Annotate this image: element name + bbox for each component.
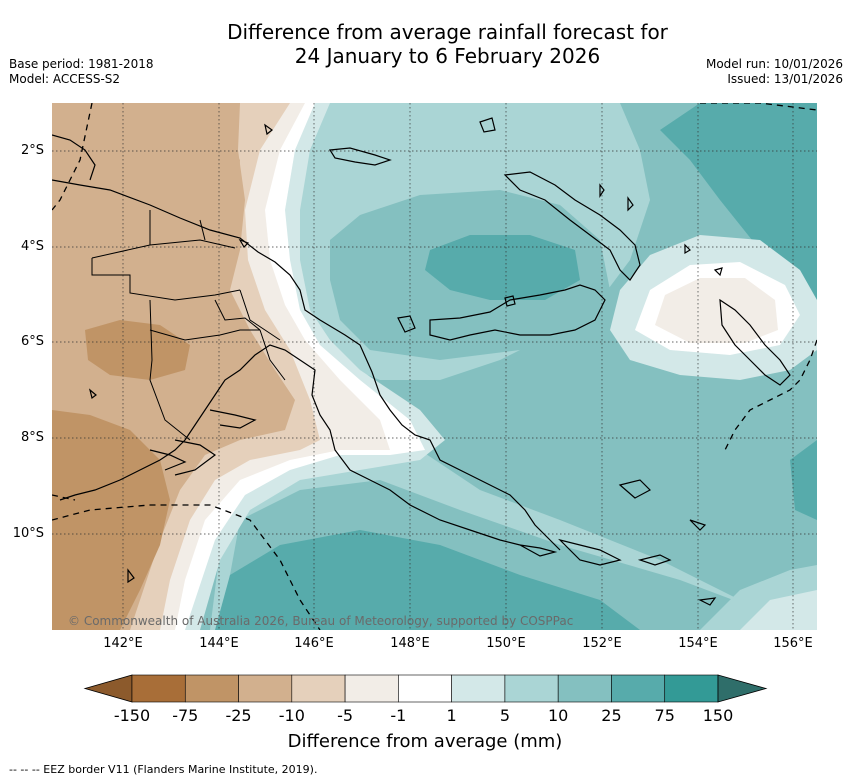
colorbar-tick-label: 5 — [499, 706, 510, 725]
colorbar-tick-label: -10 — [278, 706, 305, 725]
colorbar-swatch — [451, 674, 506, 703]
colorbar-swatch — [557, 674, 612, 703]
colorbar-tick-label: 10 — [547, 706, 569, 725]
colorbar-tick-label: -5 — [337, 706, 354, 725]
islands-east — [618, 479, 717, 606]
field-dry-2-west-mid — [85, 320, 190, 380]
model-name: Model: ACCESS-S2 — [9, 72, 121, 86]
png-border — [149, 299, 191, 441]
base-period: Base period: 1981-2018 — [9, 57, 154, 71]
colorbar-tick-label: 25 — [601, 706, 622, 725]
colorbar-arrow-high — [717, 674, 768, 703]
eez-sw-2 — [52, 494, 76, 501]
issued-date: Issued: 13/01/2026 — [727, 72, 843, 86]
colorbar-swatch — [238, 674, 293, 703]
lat-label-10s: 10°S — [12, 526, 44, 541]
province-border-3 — [149, 210, 206, 245]
lon-label-144e: 144°E — [199, 636, 239, 651]
province-border-1 — [91, 239, 281, 341]
lon-label-142e: 142°E — [103, 636, 143, 651]
colorbar-swatch — [611, 674, 666, 703]
field-wet-3-south — [215, 530, 640, 630]
colorbar-tick-label: -25 — [225, 706, 252, 725]
west-islets — [88, 123, 273, 584]
copyright-notice: © Commonwealth of Australia 2026, Bureau… — [68, 614, 574, 628]
colorbar-swatch — [291, 674, 346, 703]
colorbar-tick-label: 150 — [702, 706, 734, 725]
colorbar-tick-label: -75 — [172, 706, 199, 725]
lon-label-156e: 156°E — [773, 636, 813, 651]
colorbar-swatch — [664, 674, 719, 703]
chart-title: Difference from average rainfall forecas… — [0, 20, 850, 68]
south-coast-inlets — [149, 409, 257, 476]
province-border-2 — [149, 299, 286, 381]
eez-borders — [52, 103, 817, 630]
model-run: Model run: 10/01/2026 — [705, 57, 843, 71]
colorbar-tick-label: 1 — [446, 706, 457, 725]
colorbar-swatch — [398, 674, 452, 703]
title-line-2: 24 January to 6 February 2026 — [294, 44, 601, 68]
eez-southwest — [52, 504, 321, 630]
colorbar-swatch — [344, 674, 399, 703]
title-line-1: Difference from average rainfall forecas… — [227, 20, 668, 44]
field-near-dry-ne — [655, 278, 778, 343]
lon-label-146e: 146°E — [294, 636, 334, 651]
meta-right: Model run: 10/01/2026 Issued: 13/01/2026 — [706, 57, 843, 87]
new-britain — [429, 284, 606, 341]
eez-west — [52, 103, 93, 211]
colorbar-title: Difference from average (mm) — [287, 731, 563, 752]
field-wet-3-east — [790, 440, 817, 520]
colorbar-tick-label: -150 — [113, 706, 151, 725]
lon-label-150e: 150°E — [486, 636, 526, 651]
colorbar-arrow-low — [83, 674, 133, 703]
lon-label-154e: 154°E — [678, 636, 718, 651]
nw-coast — [52, 134, 96, 181]
north-islets — [479, 117, 723, 277]
new-guinea-coast — [52, 179, 561, 551]
lat-label-4s: 4°S — [20, 239, 44, 254]
map-fill-layer — [52, 103, 817, 630]
lon-label-148e: 148°E — [390, 636, 430, 651]
field-wet-3-center — [425, 235, 580, 300]
meta-left: Base period: 1981-2018 Model: ACCESS-S2 — [9, 57, 154, 87]
field-dry-2-west-south — [52, 410, 170, 630]
colorbar-swatch — [184, 674, 239, 703]
borders — [91, 210, 286, 441]
colorbar-swatch — [504, 674, 559, 703]
lat-label-8s: 8°S — [20, 430, 44, 445]
lat-label-6s: 6°S — [20, 334, 44, 349]
eez-note: -- -- -- EEZ border V11 (Flanders Marine… — [9, 763, 318, 776]
colorbar-tick-label: 75 — [654, 706, 675, 725]
bougainville — [719, 298, 791, 386]
colorbar-tick-label: -1 — [390, 706, 407, 725]
lat-label-2s: 2°S — [20, 143, 44, 158]
islands-central — [397, 295, 516, 333]
coastlines — [52, 117, 791, 606]
new-ireland — [503, 171, 641, 281]
manus-island — [328, 147, 392, 166]
graticule — [52, 103, 817, 630]
field-dry-1-nw — [52, 103, 110, 210]
field-wet-0-se — [740, 590, 817, 630]
colorbar-swatch — [131, 674, 186, 703]
eez-east — [724, 339, 817, 451]
lon-label-152e: 152°E — [582, 636, 622, 651]
islands-southeast — [519, 538, 622, 566]
